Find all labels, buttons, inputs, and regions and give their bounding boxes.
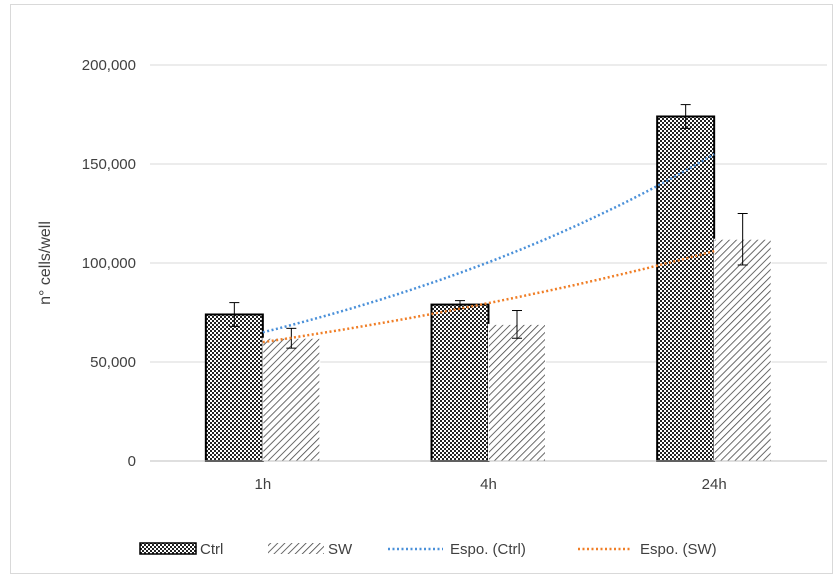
bar-ctrl: [204, 313, 264, 463]
legend-swatch-ctrl: [139, 542, 197, 555]
legend-label-espo-ctrl: Espo. (Ctrl): [450, 541, 526, 558]
y-tick-label: 100,000: [82, 255, 136, 272]
y-tick-label: 0: [128, 453, 136, 470]
trendline-espo-sw: [262, 249, 715, 344]
legend-label-ctrl: Ctrl: [200, 541, 223, 558]
trendline-layer: [262, 153, 715, 344]
y-tick-label: 200,000: [82, 57, 136, 74]
y-tick-label: 50,000: [90, 354, 136, 371]
y-tick-label: 150,000: [82, 156, 136, 173]
legend-label-espo-sw: Espo. (SW): [640, 541, 717, 558]
axis-layer: 0 50,000 100,000 150,000 200,000 1h 4h 24h n° ce…: [37, 57, 827, 493]
x-tick-label: 1h: [254, 476, 271, 493]
y-axis-label: n° cells/well: [37, 221, 54, 305]
trendline-espo-ctrl: [262, 153, 715, 334]
legend: Ctrl SW Espo. (Ctrl) Espo. (SW): [139, 541, 717, 558]
legend-label-sw: SW: [328, 541, 353, 558]
bar-sw: [262, 337, 321, 462]
bar-sw: [713, 238, 772, 462]
x-tick-label: 4h: [480, 476, 497, 493]
bar-ctrl: [656, 115, 716, 462]
bar-ctrl: [430, 303, 490, 462]
error-bar-layer: [229, 104, 748, 349]
bar-sw: [488, 323, 546, 462]
legend-swatch-sw: [268, 543, 324, 554]
bar-layer: [204, 115, 772, 463]
x-tick-label: 24h: [702, 476, 727, 493]
